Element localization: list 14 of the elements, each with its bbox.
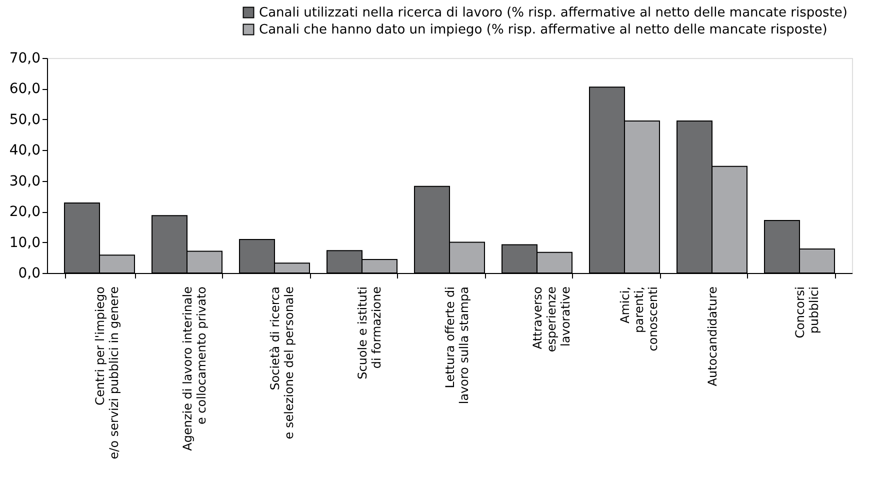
y-tick-label: 60,0 bbox=[9, 81, 40, 98]
y-tick-label: 10,0 bbox=[9, 234, 40, 251]
legend-label: Canali che hanno dato un impiego (% risp. affermative al netto delle mancate risposte) bbox=[259, 22, 828, 38]
x-tick-label: Autocandidature bbox=[706, 286, 720, 386]
x-tick-label: Attraverso esperienze lavorative bbox=[530, 286, 572, 352]
y-tick-label: 70,0 bbox=[9, 50, 40, 66]
y-tick-label: 50,0 bbox=[9, 112, 40, 128]
y-tick-label: 30,0 bbox=[9, 173, 40, 190]
x-tick-label: Centri per l'impiego e/o servizi pubblici in genere bbox=[93, 286, 121, 460]
y-tick-label: 40,0 bbox=[9, 142, 40, 159]
y-tick-label: 0,0 bbox=[18, 266, 40, 282]
y-tick-label: 20,0 bbox=[9, 204, 40, 220]
x-tick-label: Concorsi pubblici bbox=[793, 286, 821, 338]
legend-label: Canali utilizzati nella ricerca di lavoro (% risp. affermative al netto delle mancate risposte) bbox=[259, 6, 848, 20]
